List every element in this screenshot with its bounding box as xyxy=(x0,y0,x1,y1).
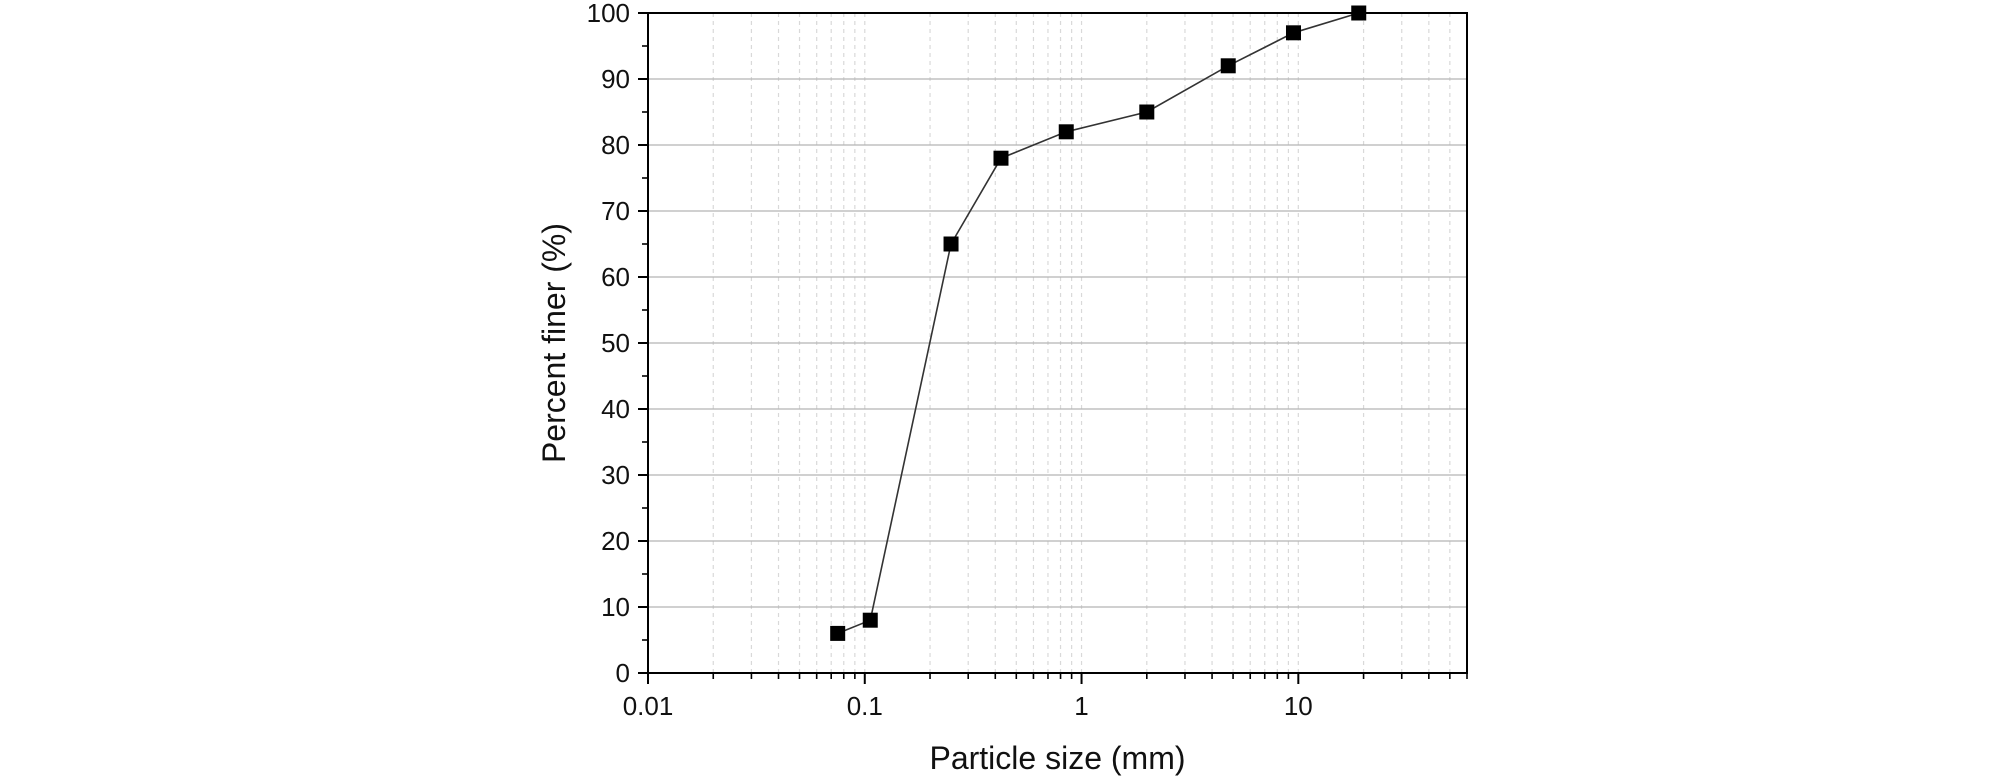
y-tick-label: 70 xyxy=(601,196,630,226)
y-tick-label: 30 xyxy=(601,460,630,490)
series-line xyxy=(837,12,1359,635)
x-tick-label: 10 xyxy=(1284,691,1313,721)
x-tick-label: 0.1 xyxy=(847,691,883,721)
grid xyxy=(648,13,1468,673)
data-point xyxy=(1058,124,1074,140)
y-tick-label: 0 xyxy=(616,658,630,688)
data-point xyxy=(830,625,846,641)
data-point xyxy=(1220,58,1236,74)
y-tick-label: 90 xyxy=(601,64,630,94)
data-point xyxy=(1351,5,1367,21)
x-tick-label: 1 xyxy=(1074,691,1088,721)
x-tick-label: 0.01 xyxy=(623,691,674,721)
data-point xyxy=(862,612,878,628)
data-point xyxy=(1139,104,1155,120)
data-point xyxy=(943,236,959,252)
y-tick-label: 60 xyxy=(601,262,630,292)
y-axis-title: Percent finer (%) xyxy=(536,223,572,463)
y-tick-label: 10 xyxy=(601,592,630,622)
data-series xyxy=(830,5,1367,641)
y-tick-label: 100 xyxy=(587,0,630,28)
axes xyxy=(638,12,1468,684)
data-point xyxy=(1285,25,1301,41)
y-tick-label: 40 xyxy=(601,394,630,424)
y-tick-label: 80 xyxy=(601,130,630,160)
x-axis-title: Particle size (mm) xyxy=(929,740,1185,776)
y-tick-label: 20 xyxy=(601,526,630,556)
y-tick-label: 50 xyxy=(601,328,630,358)
data-point xyxy=(993,150,1009,166)
tick-labels: 0 10 20 30 40 50 60 70 80 90 100 0.01 0.1 1 10 xyxy=(587,0,1313,721)
